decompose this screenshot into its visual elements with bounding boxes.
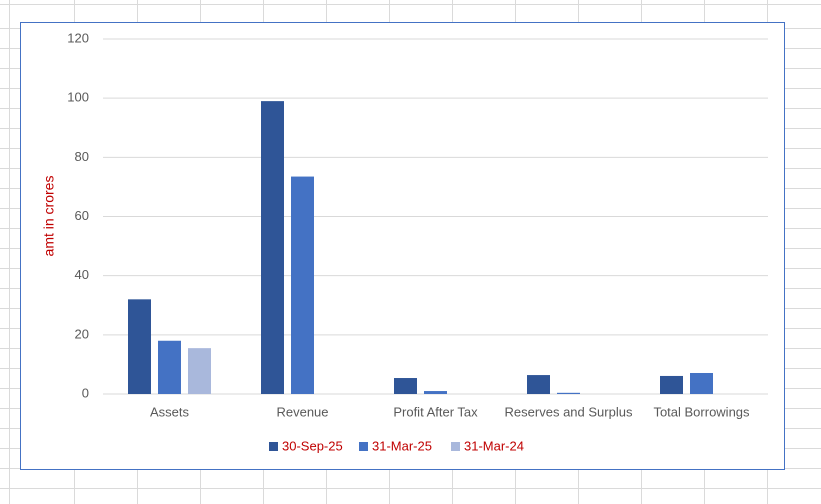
- x-tick-label: Assets: [150, 404, 190, 419]
- legend-swatch: [451, 442, 460, 451]
- y-tick-label: 100: [67, 90, 89, 105]
- bar: [158, 340, 181, 394]
- x-tick-label: Reserves and Surplus: [505, 404, 633, 419]
- legend-label: 31-Mar-24: [464, 438, 524, 453]
- legend-label: 30-Sep-25: [282, 438, 343, 453]
- chart-frame: [20, 22, 785, 470]
- bar: [128, 299, 151, 394]
- y-tick-label: 20: [75, 326, 89, 341]
- y-axis-title: amt in crores: [41, 176, 57, 257]
- bar: [527, 375, 550, 394]
- y-tick-label: 40: [75, 267, 89, 282]
- y-tick-label: 0: [82, 385, 89, 400]
- y-tick-label: 80: [75, 149, 89, 164]
- bar: [660, 375, 683, 394]
- legend-swatch: [269, 442, 278, 451]
- bar: [424, 391, 447, 394]
- bar: [557, 392, 580, 394]
- bar: [261, 101, 284, 394]
- legend-label: 31-Mar-25: [372, 438, 432, 453]
- bar: [690, 372, 713, 394]
- y-tick-label: 120: [67, 30, 89, 45]
- x-tick-label: Revenue: [276, 404, 328, 419]
- x-tick-label: Profit After Tax: [393, 404, 478, 419]
- bar: [291, 176, 314, 394]
- bar: [394, 378, 417, 394]
- legend-swatch: [359, 442, 368, 451]
- x-tick-label: Total Borrowings: [653, 404, 750, 419]
- bar: [188, 348, 211, 394]
- y-tick-label: 60: [75, 208, 89, 223]
